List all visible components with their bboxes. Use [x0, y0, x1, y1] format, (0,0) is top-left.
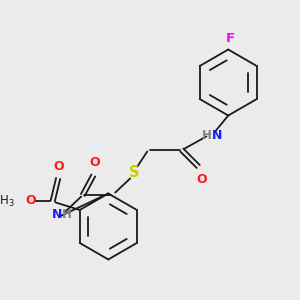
Text: O: O [89, 156, 100, 169]
Text: O: O [25, 194, 35, 208]
Text: O: O [53, 160, 64, 173]
Text: O: O [196, 173, 207, 186]
Text: H: H [202, 128, 212, 142]
Text: S: S [128, 165, 139, 180]
Text: N: N [212, 128, 222, 142]
Text: CH$_3$: CH$_3$ [0, 194, 15, 208]
Text: F: F [226, 32, 235, 45]
Text: H: H [62, 208, 72, 221]
Text: N: N [51, 208, 62, 221]
